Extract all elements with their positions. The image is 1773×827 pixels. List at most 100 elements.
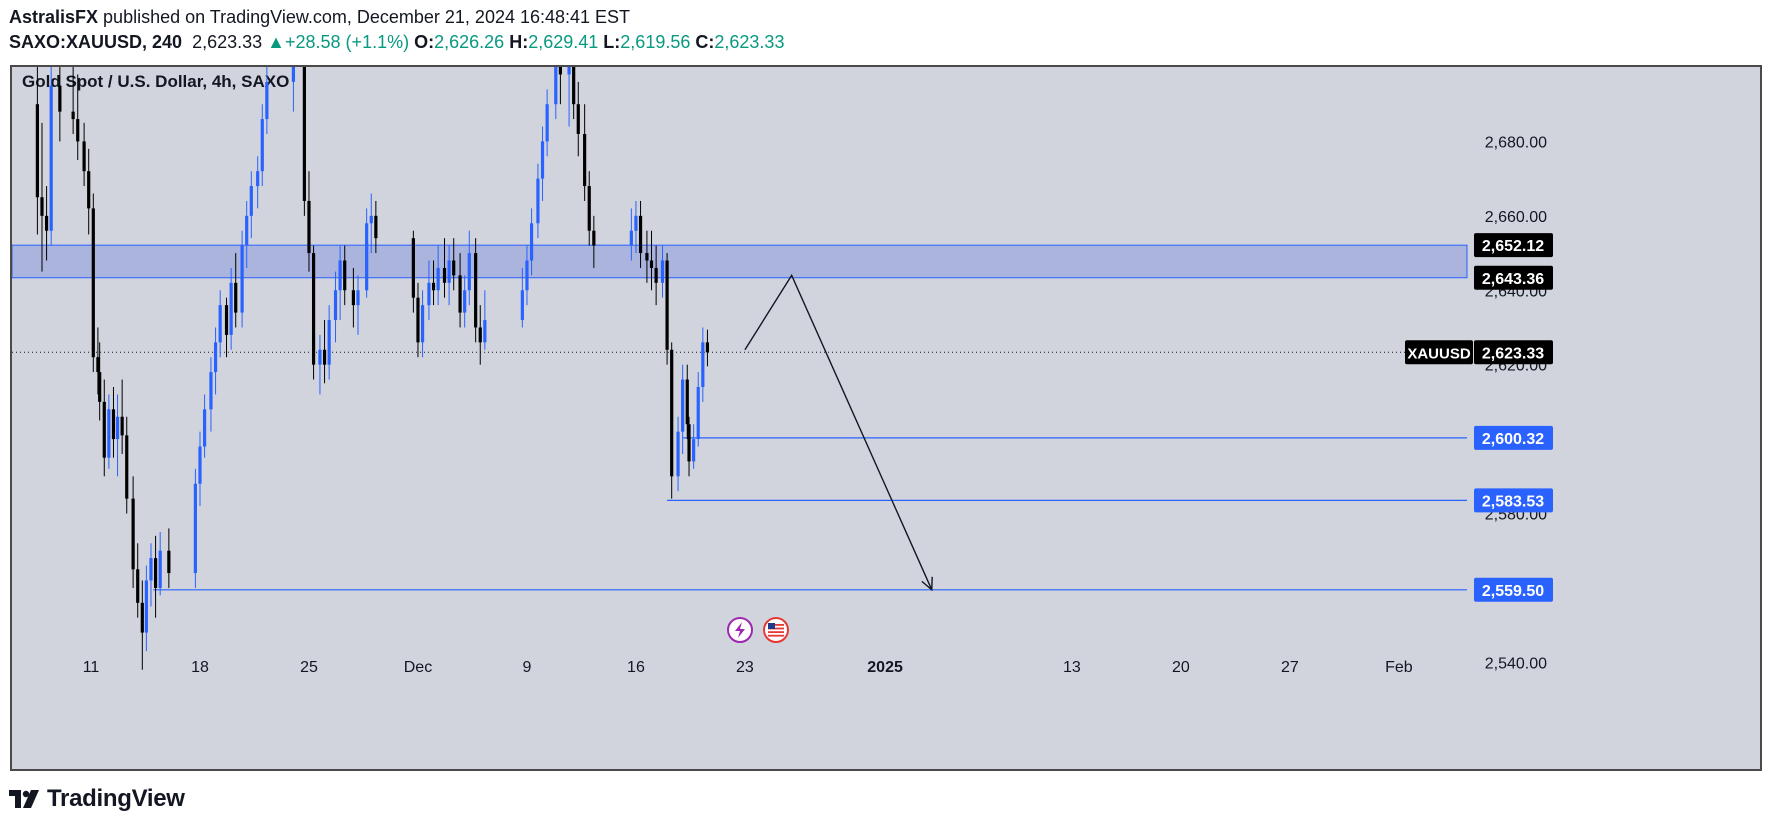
candle-body[interactable] [102,401,106,458]
candle-body[interactable] [545,104,549,142]
candle-body[interactable] [705,342,710,353]
candle-body[interactable] [291,67,296,82]
candle-body[interactable] [692,439,696,462]
candle-body[interactable] [260,119,264,172]
candle-body[interactable] [158,550,162,588]
candle-body[interactable] [338,260,342,291]
candle-body[interactable] [427,282,431,306]
candle-body[interactable] [572,67,576,105]
candle-body[interactable] [149,558,153,581]
candle-body[interactable] [144,580,148,633]
candle-body[interactable] [153,558,158,588]
candle-body[interactable] [567,67,571,75]
candle-body[interactable] [76,119,80,142]
candle-body[interactable] [665,260,669,350]
candle-body[interactable] [634,215,638,231]
candle-body[interactable] [463,290,467,313]
candle-body[interactable] [520,290,524,321]
candle-body[interactable] [136,569,140,603]
candle-body[interactable] [670,349,674,477]
candle-body[interactable] [234,282,238,313]
candle-body[interactable] [474,253,478,328]
candle-body[interactable] [374,215,378,239]
candle-body[interactable] [629,230,633,246]
candle-body[interactable] [131,498,135,570]
candle-body[interactable] [696,387,700,440]
candle-body[interactable] [87,171,91,209]
candle-body[interactable] [416,297,420,343]
candle-body[interactable] [525,260,529,291]
candle-body[interactable] [82,141,86,172]
candle-body[interactable] [333,290,338,321]
candle-body[interactable] [44,215,49,231]
candle-body[interactable] [40,197,44,216]
author-name[interactable]: AstralisFX [9,7,99,27]
candle-body[interactable] [49,85,53,231]
candle-body[interactable] [245,215,249,246]
candle-body[interactable] [447,260,451,283]
candle-body[interactable] [91,208,95,358]
candle-body[interactable] [431,282,436,291]
candle-body[interactable] [558,67,562,75]
projection-path[interactable] [744,273,933,591]
candle-body[interactable] [540,141,545,179]
candle-body[interactable] [327,320,331,365]
candle-body[interactable] [265,81,269,120]
candle-body[interactable] [536,178,540,224]
candle-body[interactable] [229,282,233,335]
candle-body[interactable] [202,409,207,447]
candle-body[interactable] [249,186,253,216]
candlestick-chart[interactable]: Gold Spot / U.S. Dollar, 4h, SAXO 2,540.0… [12,67,1760,769]
candle-body[interactable] [167,550,171,574]
candle-body[interactable] [351,290,355,306]
candle-body[interactable] [660,260,665,283]
candle-body[interactable] [420,305,425,343]
candle-body[interactable] [411,238,415,298]
candle-body[interactable] [311,253,316,365]
candle-body[interactable] [209,372,213,410]
candle-body[interactable] [687,424,691,462]
candle-body[interactable] [649,260,654,268]
candle-body[interactable] [98,372,102,402]
candle-body[interactable] [240,245,244,313]
candle-body[interactable] [458,275,462,313]
candle-body[interactable] [193,483,197,574]
candle-body[interactable] [592,230,596,246]
chart-frame[interactable]: Gold Spot / U.S. Dollar, 4h, SAXO 2,540.0… [10,65,1762,771]
candle-body[interactable] [96,357,100,373]
candle-body[interactable] [307,200,311,254]
candle-body[interactable] [343,260,347,291]
candle-body[interactable] [529,223,534,261]
candle-body[interactable] [638,215,643,254]
candle-body[interactable] [452,260,456,276]
candle-body[interactable] [442,267,447,283]
candle-body[interactable] [140,602,144,633]
candle-body[interactable] [654,267,658,283]
us-flag-event-icon[interactable] [763,617,789,643]
candle-body[interactable] [58,85,62,112]
candle-body[interactable] [125,435,129,499]
candle-body[interactable] [587,186,591,231]
candle-body[interactable] [71,111,75,120]
candle-body[interactable] [213,342,218,373]
candle-body[interactable] [111,409,116,440]
candle-body[interactable] [302,67,306,201]
candle-body[interactable] [467,253,471,291]
candle-body[interactable] [478,327,482,343]
candle-body[interactable] [583,133,587,187]
candle-body[interactable] [554,67,558,105]
candle-body[interactable] [483,320,487,343]
candle-body[interactable] [365,223,369,291]
candle-body[interactable] [681,379,685,432]
candle-body[interactable] [256,171,260,187]
candle-body[interactable] [224,305,229,335]
candle-body[interactable] [198,446,202,484]
resistance-zone[interactable] [12,244,1468,279]
tradingview-footer[interactable]: TradingView [9,784,185,814]
candle-body[interactable] [120,416,124,436]
candle-body[interactable] [676,431,680,477]
candle-body[interactable] [645,253,649,261]
candle-body[interactable] [356,290,360,306]
candle-body[interactable] [436,267,440,291]
candle-body[interactable] [685,379,689,425]
